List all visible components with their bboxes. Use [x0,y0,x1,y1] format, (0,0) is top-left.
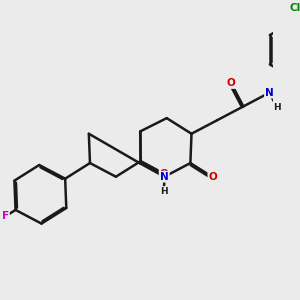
Text: N: N [160,172,169,182]
Text: O: O [160,169,168,178]
Text: N: N [265,88,274,98]
Text: O: O [208,172,217,182]
Text: H: H [160,187,168,196]
Text: Cl: Cl [290,3,300,14]
Text: O: O [227,78,236,88]
Text: F: F [2,211,9,221]
Text: H: H [273,103,281,112]
